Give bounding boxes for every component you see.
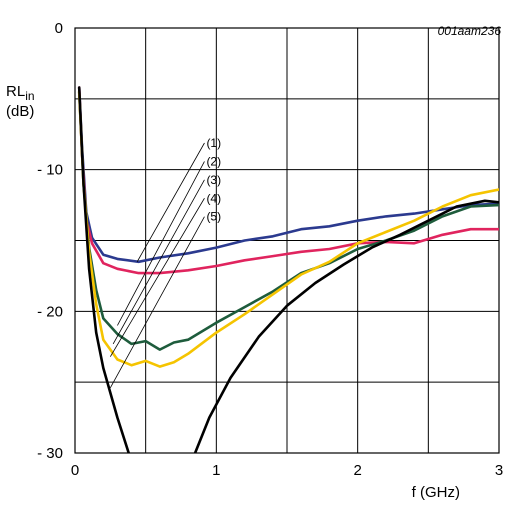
callout-label-4: (4)	[206, 191, 221, 205]
y-tick-label-0: 0	[55, 20, 63, 37]
callout-label-3: (3)	[206, 173, 221, 187]
x-tick-label-0: 0	[71, 462, 79, 479]
plot-frame	[74, 27, 500, 454]
series-lines	[77, 86, 499, 453]
y-axis-label-main: RL	[6, 83, 25, 100]
y-tick-labels: 0 - 10 - 20 - 30	[37, 20, 63, 462]
y-axis-unit: (dB)	[6, 103, 34, 120]
series-line-6	[193, 199, 499, 453]
series-line-1	[77, 86, 499, 264]
callout-leader-1	[136, 142, 205, 262]
callout-leader-3	[112, 179, 205, 345]
callout-leader-4	[109, 198, 205, 357]
x-tick-label-2: 1	[212, 462, 220, 479]
series-line-5	[77, 86, 130, 453]
x-tick-labels: 0 1 2 3	[71, 462, 503, 479]
grid	[74, 27, 500, 454]
callout-leader-2	[117, 161, 205, 326]
callout-leader-5	[109, 216, 205, 389]
series-line-4	[77, 90, 499, 368]
y-tick-label-6: - 30	[37, 445, 63, 462]
callout-label-1: (1)	[206, 136, 221, 150]
x-axis-label: f (GHz)	[412, 484, 460, 501]
callout-label-2: (2)	[206, 154, 221, 168]
callout-label-5: (5)	[206, 210, 221, 224]
x-tick-label-6: 3	[495, 462, 503, 479]
y-tick-label-4: - 20	[37, 303, 63, 320]
callouts: (1) (2) (3) (4) (5)	[109, 136, 221, 389]
plot-area-border	[74, 27, 500, 454]
y-tick-label-2: - 10	[37, 162, 63, 179]
x-tick-label-4: 2	[353, 462, 361, 479]
y-axis-label-subscript: in	[25, 89, 34, 103]
figure-code: 001aam236	[438, 24, 502, 38]
y-axis-label: RLin	[6, 83, 35, 103]
series-line-2	[77, 86, 499, 275]
